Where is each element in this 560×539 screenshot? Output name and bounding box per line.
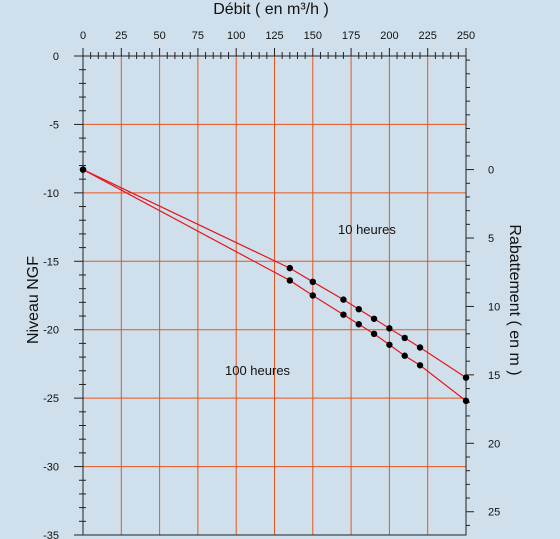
top-axis-tick-label: 0 xyxy=(80,30,86,42)
left-axis-tick-label: -20 xyxy=(43,325,59,337)
top-axis-tick-label: 225 xyxy=(419,30,437,42)
left-axis-title: Niveau NGF xyxy=(25,256,42,344)
data-point xyxy=(462,374,470,381)
right-axis-title: Rabattement ( en m ) xyxy=(506,224,523,375)
data-point xyxy=(286,277,294,284)
right-axis-tick-label: 10 xyxy=(488,301,500,313)
data-point xyxy=(355,305,362,313)
right-axis-tick-label: 25 xyxy=(488,507,500,519)
data-point xyxy=(370,330,378,338)
top-axis-tick-label: 250 xyxy=(457,30,475,42)
data-point xyxy=(286,264,294,272)
data-point xyxy=(416,362,424,369)
series-line-0 xyxy=(82,169,467,379)
data-point xyxy=(309,278,316,286)
top-axis-tick-label: 50 xyxy=(153,30,165,42)
top-axis-tick-label: 125 xyxy=(265,30,283,42)
left-axis-tick-label: -25 xyxy=(43,393,59,405)
data-point xyxy=(309,292,316,299)
top-axis-tick-label: 200 xyxy=(380,30,398,42)
data-point xyxy=(355,321,362,328)
data-point xyxy=(386,325,393,332)
top-axis-title: Débit ( en m³/h ) xyxy=(213,1,329,18)
series-layer xyxy=(79,166,470,405)
plot-frame xyxy=(82,55,467,536)
tick-labels: 0 25 50 75 100 125 150 175 200 225 2500-5-10-15-20… xyxy=(43,30,500,539)
left-axis-tick-label: 0 xyxy=(53,51,59,63)
data-point xyxy=(401,334,408,342)
right-axis-tick-label: 15 xyxy=(488,370,500,382)
left-axis-tick-label: -15 xyxy=(43,256,59,268)
data-point xyxy=(416,344,424,351)
data-point xyxy=(462,397,470,405)
grid xyxy=(82,55,467,536)
top-axis-tick-label: 75 xyxy=(192,30,204,42)
left-axis-tick-label: -35 xyxy=(43,530,59,539)
series-line-1 xyxy=(82,169,467,402)
left-axis-tick-label: -10 xyxy=(43,188,59,200)
data-point xyxy=(79,166,87,173)
series-label-10h: 10 heures xyxy=(338,222,396,237)
top-axis-tick-label: 150 xyxy=(304,30,322,42)
top-axis-tick-label: 25 xyxy=(115,30,127,42)
left-axis-tick-label: -30 xyxy=(43,462,59,474)
data-point xyxy=(386,341,393,348)
data-point xyxy=(340,311,347,318)
top-axis-tick-label: 175 xyxy=(342,30,360,42)
top-axis-tick-label: 100 xyxy=(227,30,245,42)
right-axis-tick-label: 0 xyxy=(488,165,494,177)
left-axis-tick-label: -5 xyxy=(49,119,59,131)
right-axis-tick-label: 20 xyxy=(488,438,500,450)
data-point xyxy=(340,296,347,303)
data-point xyxy=(370,315,378,322)
data-point xyxy=(401,352,408,359)
series-label-100h: 100 heures xyxy=(225,363,291,378)
right-axis-tick-label: 5 xyxy=(488,233,494,245)
